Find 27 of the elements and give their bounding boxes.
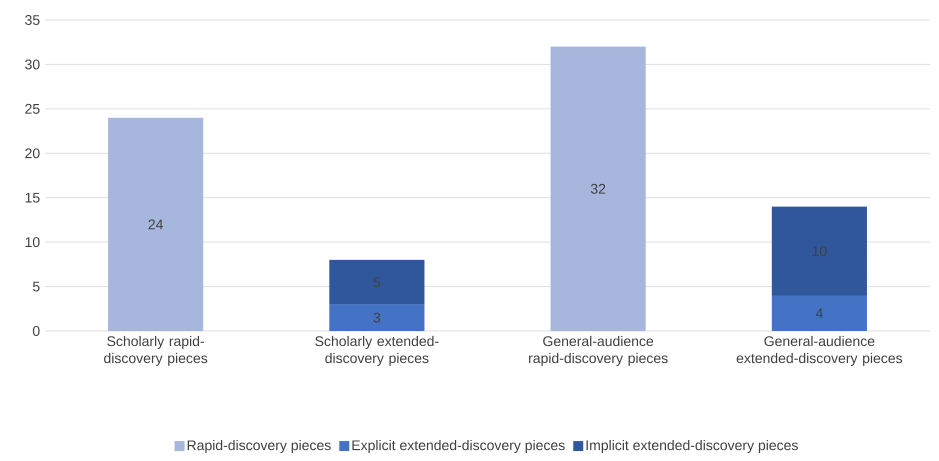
legend-label: Implicit extended-discovery pieces	[586, 440, 798, 453]
bar	[772, 206, 867, 296]
legend-label: Explicit extended-discovery pieces	[352, 440, 565, 453]
bar	[108, 118, 204, 331]
x-tick-label: Scholarly extended-discovery pieces	[315, 336, 438, 366]
bar	[772, 295, 867, 331]
data-label: 10	[812, 246, 827, 256]
y-tick-label: 25	[25, 104, 40, 114]
x-tick-label: General-audience extended-discovery pieces	[736, 336, 902, 366]
data-label: 32	[590, 184, 606, 194]
x-tick-label: General-audience rapid-discovery pieces	[529, 336, 668, 366]
data-label: 5	[374, 277, 380, 288]
y-tick-label: 5	[32, 282, 40, 292]
bar	[329, 260, 424, 304]
data-label: 24	[148, 219, 163, 230]
x-tick-label: Scholarly rapid-discovery pieces	[104, 336, 208, 366]
y-tick-label: 10	[26, 237, 40, 248]
data-label: 4	[816, 308, 823, 318]
bar	[329, 304, 424, 331]
bar	[550, 46, 646, 331]
y-tick-label: 35	[25, 15, 40, 25]
y-tick-label: 0	[32, 326, 40, 336]
y-tick-label: 20	[25, 148, 40, 158]
legend-label: Rapid-discovery pieces	[188, 440, 331, 453]
y-tick-label: 15	[26, 192, 40, 203]
y-tick-label: 30	[25, 59, 40, 70]
data-label: 3	[374, 312, 380, 323]
